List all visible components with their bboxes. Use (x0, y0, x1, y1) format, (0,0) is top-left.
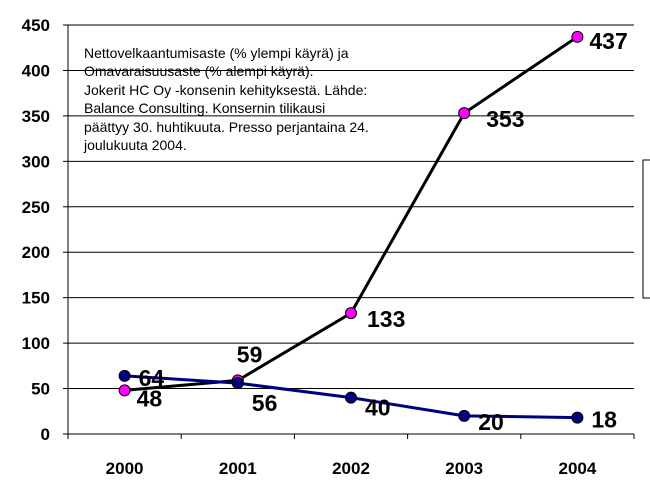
legend-box (642, 159, 650, 299)
chart-annotation: Nettovelkaantumisaste (% ylempi käyrä) j… (84, 44, 454, 154)
y-tick-label: 0 (41, 425, 50, 444)
y-tick-label: 350 (22, 107, 50, 126)
annotation-line: päättyy 30. huhtikuuta. Presso perjantai… (84, 118, 369, 135)
y-tick-label: 450 (22, 16, 50, 35)
x-tick-label: 2000 (106, 459, 144, 478)
data-label: 437 (589, 28, 627, 54)
y-tick-label: 200 (22, 243, 50, 262)
y-tick-label: 300 (22, 152, 50, 171)
data-label: 20 (478, 409, 504, 435)
axes (63, 24, 635, 439)
y-tick-label: 250 (22, 198, 50, 217)
x-tick-label: 2001 (219, 459, 257, 478)
annotation-line: joulukuuta 2004. (84, 137, 187, 154)
y-axis-ticks: 0 50 100 150 200 250 300 350 400 450 (22, 16, 50, 444)
annotation-line: Balance Consulting. Konsernin tilikausi (84, 100, 326, 117)
data-point (458, 409, 471, 422)
data-label: 56 (252, 390, 278, 416)
y-tick-label: 50 (31, 380, 50, 399)
data-point (231, 377, 244, 390)
data-point (458, 107, 471, 120)
annotation-line: Nettovelkaantumisaste (% ylempi käyrä) j… (84, 45, 349, 61)
x-axis-ticks: 2000 2001 2002 2003 2004 (106, 459, 597, 478)
y-tick-label: 400 (22, 61, 50, 80)
gridlines (68, 24, 634, 390)
data-labels: 48 59 133 353 437 64 56 40 20 18 (137, 28, 628, 435)
series-group (118, 30, 584, 424)
y-tick-label: 100 (22, 334, 50, 353)
x-tick-label: 2004 (558, 459, 596, 478)
annotation-line: Jokerit HC Oy -konsenin kehityksestä. Lä… (84, 81, 368, 98)
x-tick-label: 2002 (332, 459, 370, 478)
data-label: 48 (137, 385, 163, 411)
data-label: 353 (486, 106, 524, 132)
data-label: 64 (139, 365, 165, 391)
y-tick-label: 150 (22, 289, 50, 308)
data-point (345, 391, 357, 404)
data-label: 40 (365, 395, 391, 421)
data-label: 133 (367, 306, 405, 332)
data-label: 59 (237, 341, 263, 367)
data-point (571, 30, 584, 43)
data-point (118, 384, 131, 397)
data-point (571, 411, 584, 424)
x-tick-label: 2003 (445, 459, 483, 478)
data-label: 18 (591, 407, 617, 433)
data-point (345, 307, 357, 320)
annotation-line: Omavaraisuusaste (% alempi käyrä). (84, 63, 314, 80)
data-point (118, 369, 131, 382)
